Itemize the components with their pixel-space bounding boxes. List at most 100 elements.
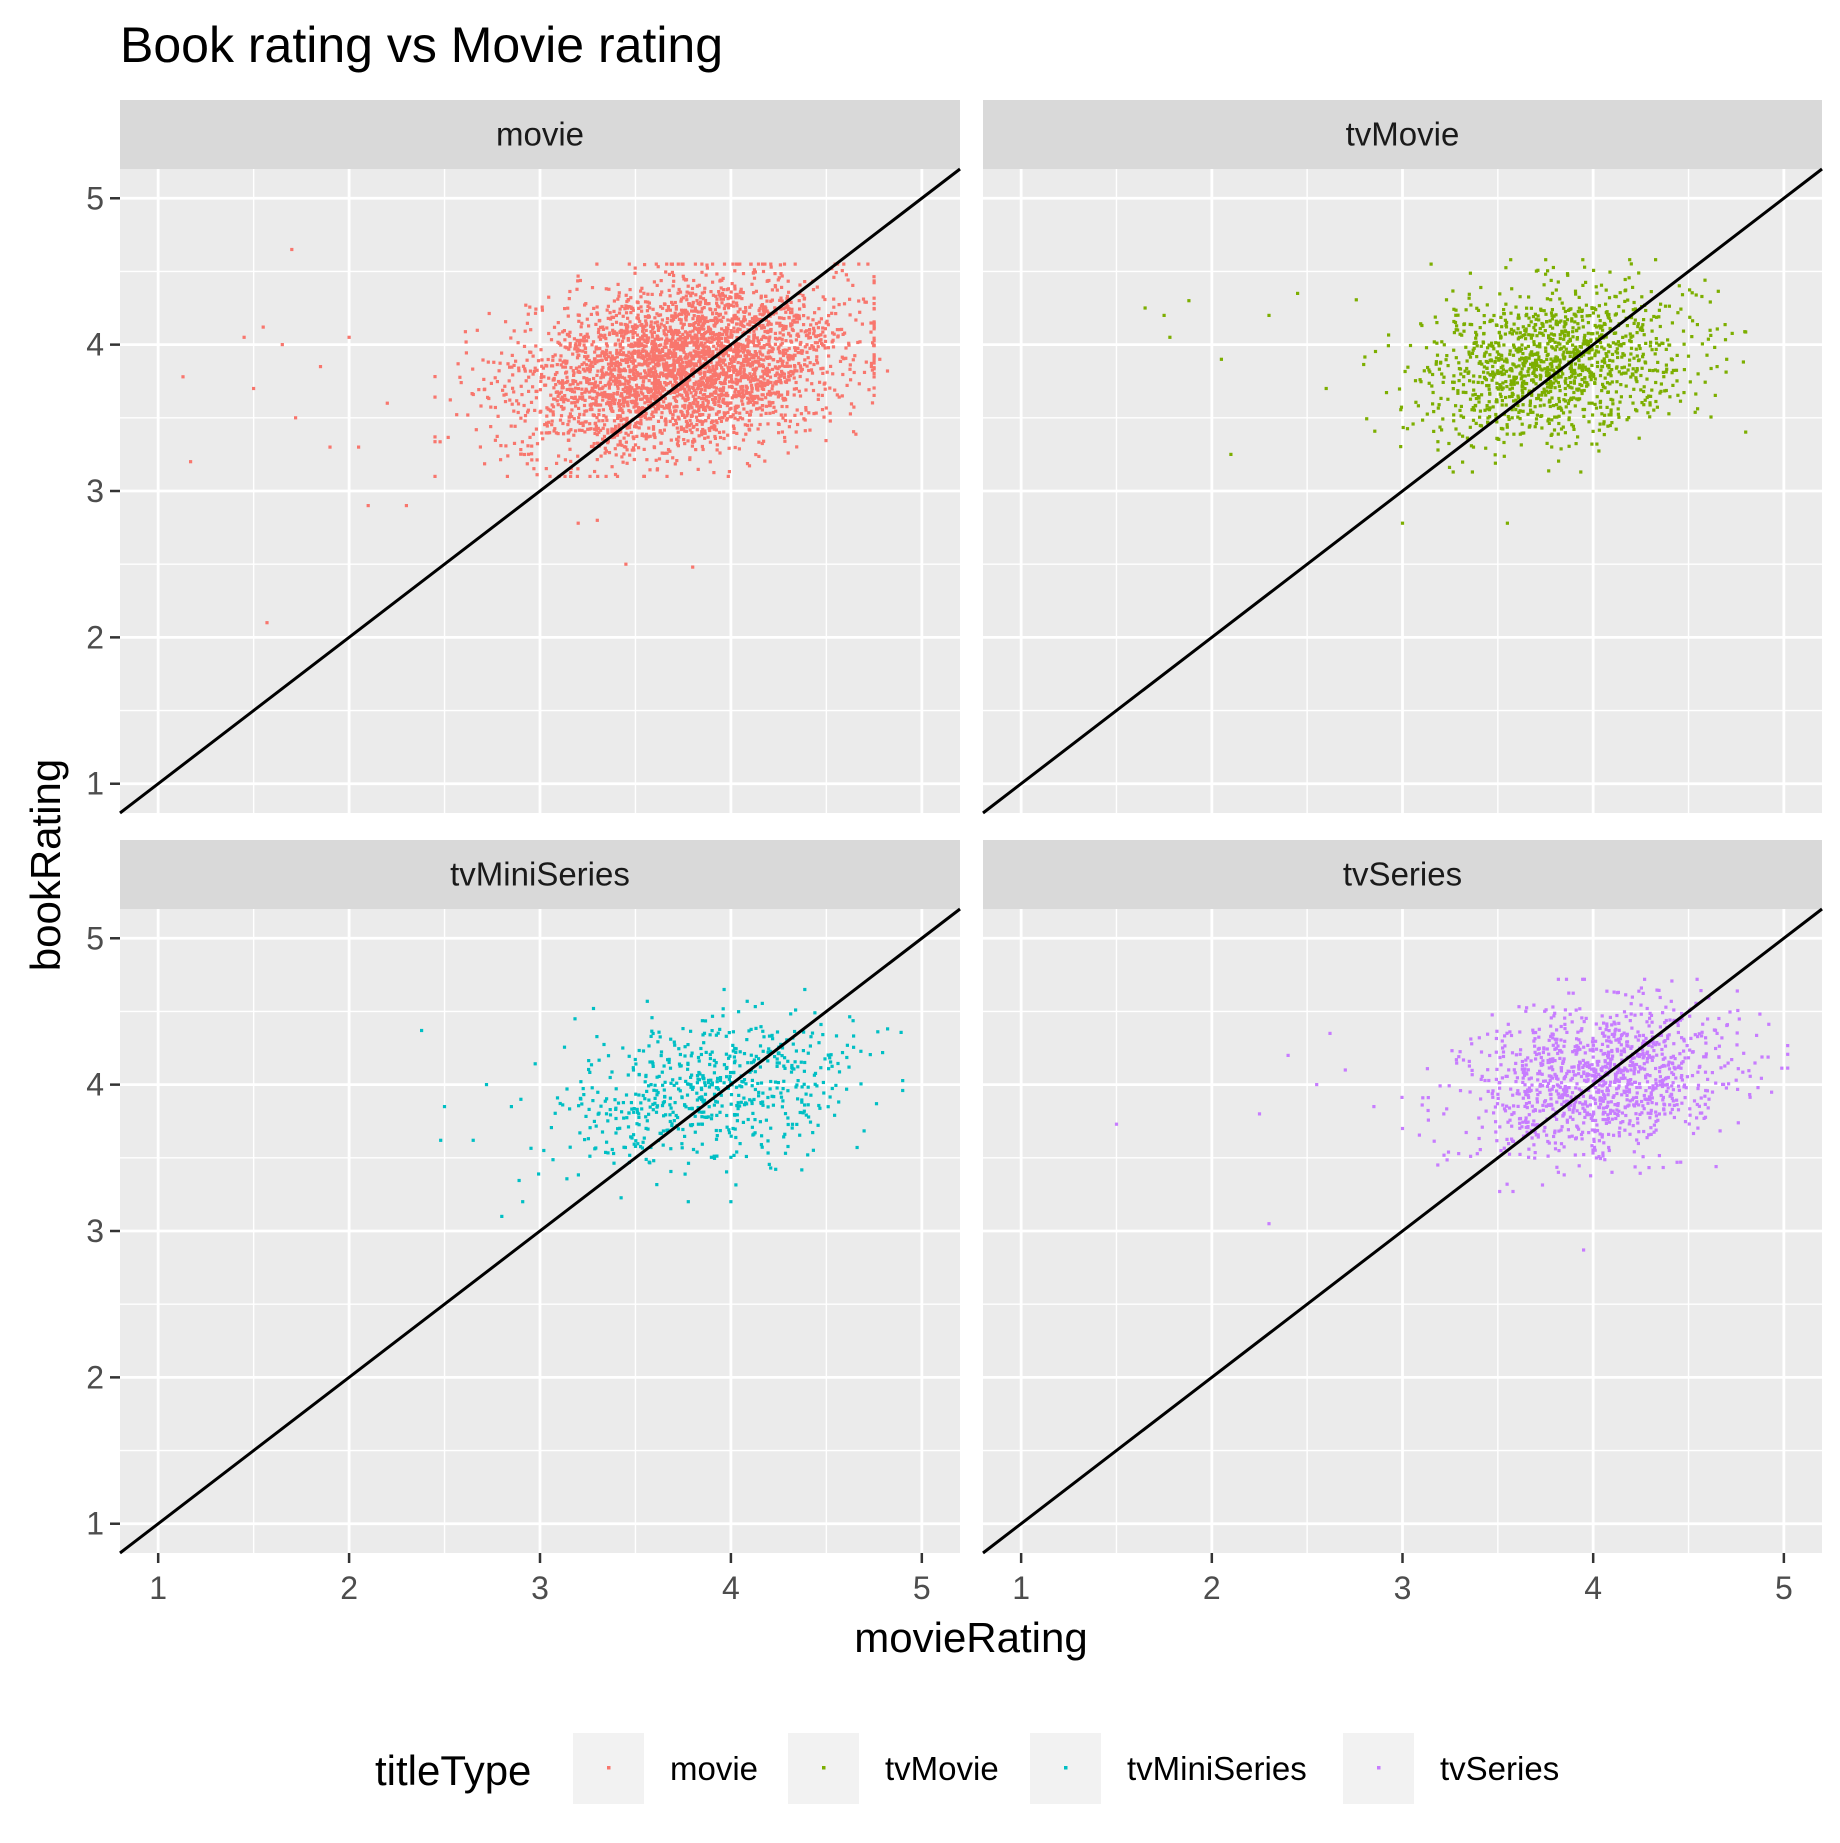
data-point bbox=[1419, 380, 1423, 384]
data-point bbox=[1532, 367, 1536, 371]
data-point bbox=[1558, 405, 1562, 409]
data-point bbox=[731, 380, 735, 384]
data-point bbox=[581, 349, 585, 353]
data-point bbox=[568, 330, 572, 334]
data-point bbox=[769, 322, 773, 326]
data-point bbox=[766, 351, 770, 355]
data-point bbox=[567, 334, 572, 338]
data-point bbox=[756, 382, 760, 386]
data-point bbox=[1709, 366, 1713, 371]
data-point bbox=[1607, 364, 1611, 368]
data-point bbox=[1520, 356, 1524, 360]
data-point bbox=[1743, 330, 1747, 334]
data-point bbox=[665, 474, 669, 478]
data-point bbox=[609, 356, 613, 360]
data-point bbox=[670, 300, 674, 304]
data-point bbox=[1634, 370, 1638, 374]
data-point bbox=[703, 431, 707, 435]
data-point bbox=[709, 308, 713, 312]
data-point bbox=[740, 399, 744, 403]
data-point bbox=[1515, 381, 1519, 385]
data-point bbox=[744, 384, 748, 388]
data-point bbox=[712, 333, 716, 337]
data-point bbox=[819, 317, 823, 321]
data-point bbox=[698, 356, 702, 360]
data-point bbox=[1536, 314, 1540, 318]
data-point bbox=[796, 351, 800, 355]
data-point bbox=[673, 341, 677, 345]
data-point bbox=[504, 444, 508, 448]
data-point bbox=[619, 402, 623, 406]
data-point bbox=[754, 383, 758, 387]
data-point bbox=[557, 341, 561, 345]
data-point bbox=[639, 414, 643, 418]
data-point bbox=[1521, 385, 1525, 389]
data-point bbox=[744, 306, 748, 310]
data-point bbox=[1517, 316, 1521, 320]
data-point bbox=[652, 330, 656, 334]
data-point bbox=[1642, 389, 1646, 394]
data-point bbox=[1473, 404, 1477, 408]
data-point bbox=[503, 384, 507, 388]
data-point bbox=[1468, 379, 1472, 383]
data-point bbox=[798, 342, 802, 346]
data-point bbox=[684, 429, 688, 433]
data-point bbox=[433, 474, 437, 478]
data-point bbox=[767, 311, 771, 315]
data-point bbox=[687, 424, 691, 428]
data-point bbox=[788, 334, 793, 338]
data-point bbox=[1583, 376, 1587, 380]
data-point bbox=[712, 400, 716, 405]
data-point bbox=[701, 381, 705, 386]
data-point bbox=[665, 451, 669, 455]
data-point bbox=[576, 279, 580, 283]
data-point bbox=[1514, 408, 1518, 412]
data-point bbox=[643, 324, 647, 328]
data-point bbox=[433, 435, 437, 439]
data-point bbox=[1510, 386, 1514, 390]
data-point bbox=[717, 374, 722, 378]
data-point bbox=[574, 379, 578, 384]
data-point bbox=[771, 401, 775, 405]
data-point bbox=[788, 311, 793, 315]
data-point bbox=[721, 382, 725, 386]
data-point bbox=[822, 382, 826, 386]
data-point bbox=[705, 363, 709, 367]
data-point bbox=[711, 353, 715, 357]
data-point bbox=[620, 408, 624, 412]
data-point bbox=[631, 306, 635, 310]
data-point bbox=[723, 363, 727, 367]
data-point bbox=[438, 440, 442, 444]
data-point bbox=[763, 262, 767, 266]
data-point bbox=[825, 370, 829, 374]
data-point bbox=[836, 334, 840, 338]
data-point bbox=[587, 358, 591, 363]
data-point bbox=[681, 336, 685, 340]
data-point bbox=[1504, 323, 1508, 327]
data-point bbox=[1629, 352, 1633, 356]
data-point bbox=[1486, 371, 1490, 375]
data-point bbox=[1511, 392, 1515, 397]
data-point bbox=[1470, 351, 1475, 355]
data-point bbox=[531, 372, 535, 376]
data-point bbox=[1579, 470, 1583, 474]
data-point bbox=[700, 422, 704, 426]
data-point bbox=[534, 344, 538, 348]
data-point bbox=[1433, 315, 1437, 319]
data-point bbox=[1558, 333, 1562, 337]
data-point bbox=[1609, 374, 1613, 378]
data-point bbox=[1523, 356, 1527, 360]
data-point bbox=[556, 394, 560, 398]
data-point bbox=[765, 342, 769, 347]
data-point bbox=[642, 379, 646, 383]
data-point bbox=[1468, 271, 1472, 275]
data-point bbox=[562, 329, 566, 333]
data-point bbox=[721, 315, 725, 319]
data-point bbox=[614, 313, 618, 318]
data-point bbox=[746, 359, 750, 363]
data-point bbox=[783, 364, 787, 368]
data-point bbox=[601, 325, 605, 329]
data-point bbox=[568, 341, 572, 346]
data-point bbox=[654, 262, 658, 266]
data-point bbox=[621, 358, 625, 363]
